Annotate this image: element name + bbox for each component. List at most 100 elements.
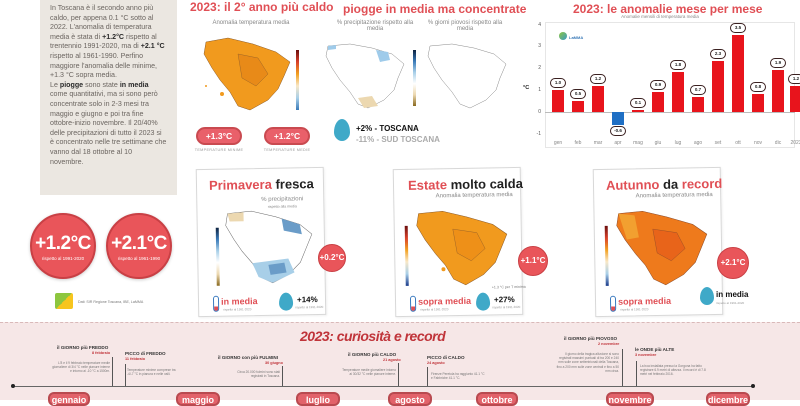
event-desc: Temperature medie giornaliere intorno ai… <box>342 368 396 377</box>
autumn-temp-label: sopra media <box>617 295 672 307</box>
water-drop-icon <box>278 292 294 311</box>
y-tick: 2 <box>538 65 541 71</box>
anomaly-badge-1961-1990: +2.1°C rispetto al 1961-1990 <box>106 213 172 279</box>
rain-stat-sud-toscana: -11% - SUD TOSCANA <box>356 135 440 144</box>
rain-section-title: piogge in media ma concentrate <box>343 2 527 16</box>
bar-mar <box>592 86 604 112</box>
x-tick: giu <box>654 140 662 146</box>
bar-2023 <box>790 86 800 112</box>
season-card-autumn: Autunno da record Anomalia temperatura m… <box>592 166 724 318</box>
spring-title: Primavera fresca <box>208 176 314 193</box>
event-desc: La boa installata presso la Gorgona ha f… <box>640 364 706 377</box>
event-stem <box>112 357 113 386</box>
bar-lug <box>672 72 684 112</box>
event-desc: Firenze Peretola ha raggiunto 41.1 °C e … <box>431 372 485 381</box>
bar-nov <box>752 94 764 112</box>
event-title: il GIORNO più CALDO <box>348 352 397 357</box>
data-credit: Dati: SIR Regione Toscana, IBE, LaMMA <box>78 300 144 304</box>
autumn-temp-sub: rispetto al 1991-2020 <box>620 307 649 312</box>
spring-legend-bar <box>215 227 220 286</box>
bar-value-label: 2.3 <box>710 49 726 59</box>
month-label: maggio <box>176 392 220 406</box>
bar-value-label: 1.2 <box>788 74 800 84</box>
rain-map2-caption: % giorni piovosi rispetto alla media <box>427 20 503 32</box>
temp-min-pill: +1.3°C <box>196 127 242 145</box>
event-stem <box>398 363 399 386</box>
summer-temp-label: sopra media <box>417 295 472 307</box>
bar-value-label: -0.6 <box>610 126 626 136</box>
event-title: PICCO di CALDO <box>427 355 465 360</box>
x-tick: ott <box>735 140 741 146</box>
chart-subtitle: Anomalie mensili di temperatura media <box>621 14 699 19</box>
rain-map1-caption: % precipitazione rispetto alla media <box>336 20 414 32</box>
temp-section-title: 2023: il 2° anno più caldo <box>190 0 334 14</box>
event-desc: Circa 20.000 fulmini sono stati registra… <box>237 370 280 379</box>
precip-legend-bar <box>413 50 416 106</box>
event-title: il GIORNO più FREDDO <box>57 345 109 350</box>
lamma-logo-icon <box>559 32 567 40</box>
bar-apr <box>612 112 624 125</box>
timeline-section <box>0 322 800 400</box>
event-date: 3 novembre <box>635 353 657 357</box>
spring-temp-label: in media <box>220 296 258 307</box>
rainy-days-map <box>427 43 507 109</box>
y-tick: -1 <box>536 131 541 137</box>
timeline-end-dot <box>751 384 755 388</box>
x-tick: mar <box>593 140 603 146</box>
event-date: 30 giugno <box>265 361 283 365</box>
y-tick: 1 <box>538 87 541 93</box>
y-tick: 3 <box>538 43 541 49</box>
bar-value-label: 1.9 <box>770 58 786 68</box>
x-tick: mag <box>633 140 643 146</box>
monthly-anomaly-chart: 4 3 2 1 0 -1 °C LaMMA 1.0 0.5 1.2 -0.6 0… <box>523 22 800 150</box>
rain-stat-toscana: +2% - TOSCANA <box>356 124 419 133</box>
thermometer-icon <box>212 295 220 312</box>
x-tick: ago <box>693 140 703 146</box>
autumn-temp-map <box>616 211 708 286</box>
bar-ago <box>692 97 704 112</box>
event-title: le ONDE più ALTE <box>635 347 675 352</box>
timeline-title: 2023: curiosità e record <box>300 328 446 344</box>
autumn-rain-sub: rispetto al 1991-2020 <box>716 301 745 305</box>
event-desc: Il giorno della tragica alluvione si son… <box>556 352 619 373</box>
summer-rain-value: +27% <box>493 295 515 305</box>
lamma-logo-text: LaMMA <box>569 35 584 40</box>
x-tick: feb <box>574 140 582 146</box>
bar-set <box>712 61 724 112</box>
bar-feb <box>572 101 584 112</box>
season-card-summer: Estate molto calda Anomalia temperatura … <box>392 166 526 318</box>
autumn-temp-badge: +2.1°C <box>717 247 749 279</box>
temp-min-caption: TEMPERATURE MINIME <box>194 148 244 152</box>
summer-rain-sub: rispetto al 1991-2020 <box>492 304 521 310</box>
zero-line <box>545 112 795 113</box>
thermometer-icon <box>609 295 617 312</box>
spring-map-caption: % precipitazioni <box>261 196 304 203</box>
month-label: novembre <box>606 392 654 406</box>
x-tick: dic <box>774 140 782 146</box>
bar-value-label: 0.9 <box>650 80 666 90</box>
water-drop-icon <box>700 287 714 305</box>
x-tick: 2023 <box>790 140 800 146</box>
bar-value-label: 1.0 <box>550 78 566 88</box>
water-drop-icon <box>475 292 491 311</box>
temp-map-caption: Anomalia temperatura media <box>212 20 290 26</box>
timeline-start-dot <box>11 384 15 388</box>
event-title: il GIORNO con più FULMINI <box>218 355 278 360</box>
month-label: luglio <box>296 392 340 406</box>
season-card-spring: Primavera fresca % precipitazioni rispet… <box>195 166 327 318</box>
bar-value-label: 0.5 <box>570 89 586 99</box>
event-date: 24 agosto <box>427 361 445 365</box>
event-date: 2 novembre <box>598 342 620 346</box>
month-label: ottobre <box>476 392 518 406</box>
bar-value-label: 0.7 <box>690 85 706 95</box>
spring-temp-badge: +0.2°C <box>318 244 346 272</box>
temp-med-caption: TEMPERATURE MEDIE <box>263 148 311 152</box>
bar-value-label: 0.8 <box>750 82 766 92</box>
intro-paragraph-1: In Toscana è il secondo anno più caldo, … <box>50 4 165 80</box>
event-stem <box>125 364 126 386</box>
temp-legend-bar <box>296 50 299 110</box>
temp-med-pill: +1.2°C <box>264 127 310 145</box>
bar-gen <box>552 90 564 112</box>
bar-mag <box>632 110 644 112</box>
bar-giu <box>652 92 664 112</box>
